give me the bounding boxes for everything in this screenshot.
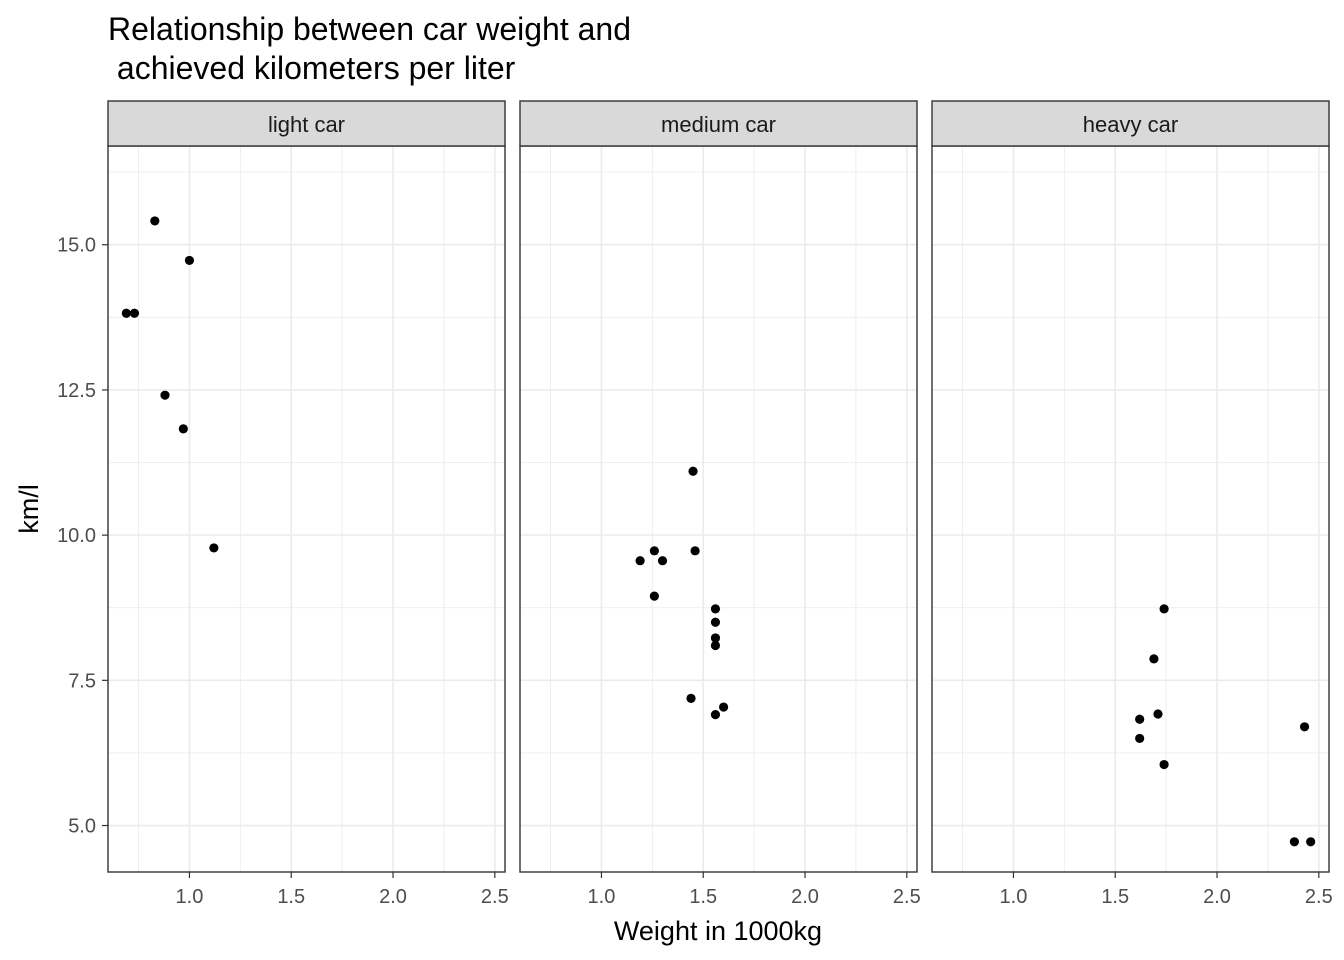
y-tick-label: 5.0 xyxy=(68,816,96,838)
facet-panel: medium car xyxy=(519,100,918,873)
facet-strip-label: medium car xyxy=(661,112,776,137)
x-tick-label: 2.0 xyxy=(379,886,407,908)
x-tick-label: 1.5 xyxy=(689,886,717,908)
y-tick-label: 15.0 xyxy=(57,235,96,257)
scatter-point xyxy=(1135,714,1145,724)
scatter-point xyxy=(121,308,131,318)
scatter-point xyxy=(710,710,721,720)
y-tick-label: 12.5 xyxy=(57,380,96,402)
facet-panel: heavy car xyxy=(931,100,1330,873)
facet-panels: light car medium car heavy car xyxy=(107,100,1330,873)
chart-title-line-1: Relationship between car weight and xyxy=(108,11,631,47)
facet-strip-label: heavy car xyxy=(1083,112,1178,137)
scatter-point xyxy=(1289,837,1299,847)
panel-background xyxy=(108,146,505,872)
scatter-point xyxy=(209,543,219,553)
facet-strip-label: light car xyxy=(268,112,345,137)
scatter-point xyxy=(710,617,721,627)
facet-strip xyxy=(519,100,918,147)
facet-strip xyxy=(931,100,1330,147)
scatter-point xyxy=(690,546,700,556)
y-axis-title: km/l xyxy=(14,484,44,534)
chart-title: Relationship between car weight and achi… xyxy=(108,11,631,86)
x-tick-label: 2.5 xyxy=(1305,886,1333,908)
scatter-point xyxy=(649,591,659,601)
x-tick-label: 1.0 xyxy=(1000,886,1028,908)
scatter-point xyxy=(718,702,729,712)
scatter-point xyxy=(1135,733,1145,744)
scatter-point xyxy=(1153,709,1163,719)
scatter-point xyxy=(1159,604,1169,614)
x-tick-label: 2.0 xyxy=(1203,886,1231,908)
x-tick-label: 1.0 xyxy=(176,886,204,908)
scatter-point xyxy=(150,216,160,226)
scatter-point xyxy=(710,604,721,614)
scatter-point xyxy=(184,255,195,266)
chart-title-line-2: achieved kilometers per liter xyxy=(108,50,516,86)
scatter-point xyxy=(178,424,188,434)
facet-strip xyxy=(107,100,506,147)
x-axis-title: Weight in 1000kg xyxy=(614,916,822,946)
panel-background xyxy=(932,146,1329,872)
x-tick-label: 1.5 xyxy=(1101,886,1129,908)
scatter-point xyxy=(686,693,696,703)
scatter-point xyxy=(649,546,659,556)
x-tick-label: 2.5 xyxy=(481,886,509,908)
x-axes: 1.0 1.5 2.0 2.5 1.0 1.5 2.0 2.5 1.0 1.5 2.0 2.5 xyxy=(176,872,1333,908)
scatter-point xyxy=(129,308,140,318)
scatter-point xyxy=(657,556,668,566)
scatter-point xyxy=(710,633,721,643)
scatter-point xyxy=(1299,722,1310,732)
scatter-point xyxy=(1159,759,1169,770)
scatter-point xyxy=(710,640,721,651)
facet-panel: light car xyxy=(107,100,506,873)
scatter-point xyxy=(1149,654,1159,664)
y-axis: 5.0 7.5 10.0 12.5 15.0 xyxy=(57,235,108,838)
x-tick-label: 1.0 xyxy=(588,886,616,908)
x-tick-label: 2.5 xyxy=(893,886,921,908)
panel-background xyxy=(520,146,917,872)
scatter-point xyxy=(160,390,170,400)
y-tick-label: 10.0 xyxy=(57,525,96,547)
scatter-point xyxy=(688,466,698,476)
x-tick-label: 1.5 xyxy=(277,886,305,908)
x-tick-label: 2.0 xyxy=(791,886,819,908)
scatter-point xyxy=(635,556,645,566)
scatter-point xyxy=(1306,837,1316,847)
y-tick-label: 7.5 xyxy=(68,670,96,692)
